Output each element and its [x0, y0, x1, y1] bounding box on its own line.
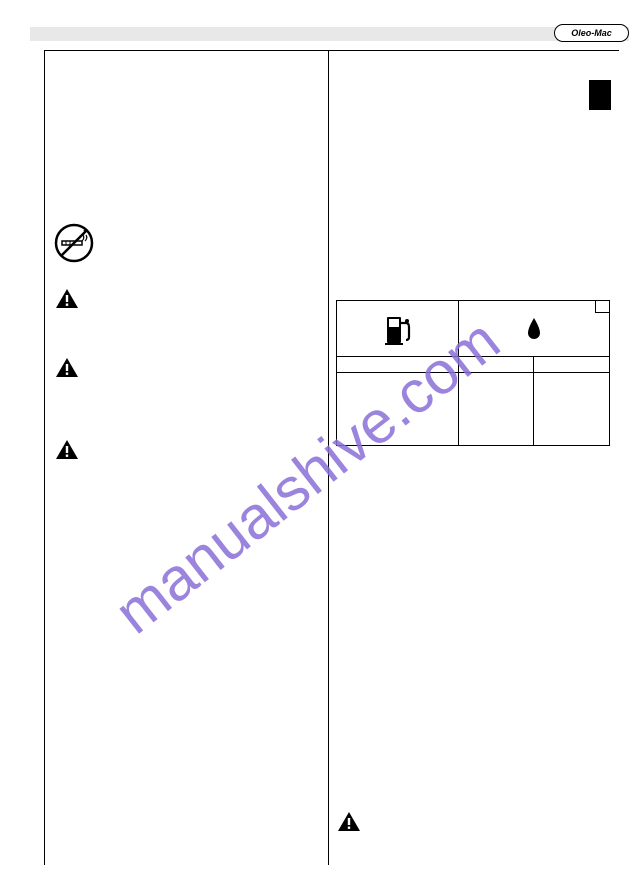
column-divider [328, 50, 329, 865]
table-header-row [337, 301, 609, 357]
oil-drop-icon [459, 301, 609, 357]
table-data-row [337, 373, 609, 445]
warning-icon [338, 812, 360, 831]
table-cell [459, 357, 533, 373]
warning-icon [56, 289, 78, 308]
table-cell [534, 357, 609, 373]
brand-text: Oleo-Mac [571, 28, 612, 38]
table-pct-row [337, 357, 609, 373]
table-corner-tab [595, 301, 609, 313]
warning-icon [56, 440, 78, 459]
table-cell [337, 373, 459, 445]
table-cell [459, 373, 533, 445]
warning-icon [56, 358, 78, 377]
brand-logo: Oleo-Mac [554, 24, 629, 42]
table-cell [337, 357, 459, 373]
table-cell [534, 373, 609, 445]
top-bar [30, 27, 629, 41]
fuel-pump-icon [337, 301, 459, 357]
no-smoking-icon [54, 223, 94, 263]
content-border [44, 50, 619, 865]
fuel-mix-table [336, 300, 610, 446]
